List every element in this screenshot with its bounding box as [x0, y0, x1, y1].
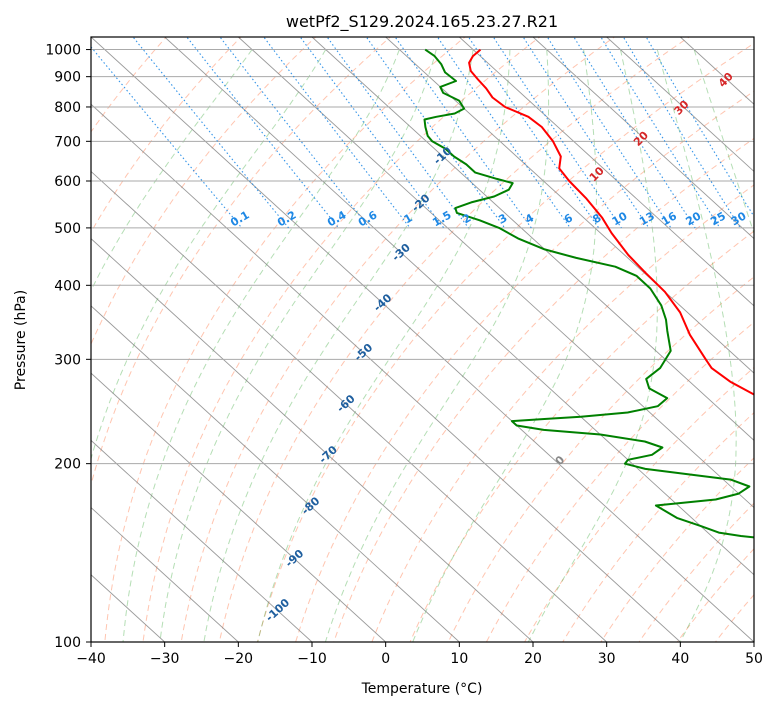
mixing-ratio-line — [326, 37, 469, 229]
mixing-ratio-line — [186, 37, 340, 229]
mixing-ratio-line — [436, 37, 571, 229]
y-tick-label: 600 — [54, 174, 81, 190]
x-axis-title: Temperature (°C) — [361, 681, 483, 697]
mixing-ratio-line — [394, 37, 532, 229]
x-tick-label: −30 — [150, 651, 180, 667]
dewpoint-profile — [423, 48, 754, 539]
y-tick-label: 400 — [54, 278, 81, 294]
moist-adiabat — [324, 49, 550, 642]
mixing-ratio-line — [600, 37, 721, 229]
isotherm — [91, 439, 313, 642]
isotherm — [311, 37, 754, 441]
x-tick-label: 10 — [450, 651, 468, 667]
dry-adiabat — [142, 37, 541, 642]
isotherm — [91, 170, 607, 642]
dry-adiabat — [91, 37, 242, 234]
y-tick-label: 100 — [54, 635, 81, 651]
x-tick-label: −10 — [297, 651, 327, 667]
x-tick-label: −20 — [224, 651, 254, 667]
moist-adiabat — [693, 49, 754, 235]
isotherm — [385, 37, 754, 374]
x-tick-label: 20 — [524, 651, 542, 667]
dry-adiabat — [485, 321, 754, 642]
moist-adiabat — [527, 49, 658, 642]
x-tick-label: 50 — [745, 651, 763, 667]
mixing-ratio-line — [492, 37, 622, 229]
y-tick-label: 500 — [54, 221, 81, 237]
moist-adiabat — [91, 49, 253, 292]
y-tick-label: 800 — [54, 100, 81, 116]
dry-adiabat — [447, 276, 754, 642]
y-tick-label: 900 — [54, 70, 81, 86]
isotherm — [164, 37, 754, 576]
plot-frame — [90, 36, 755, 643]
isotherm — [91, 103, 681, 642]
temperature-profile — [468, 48, 754, 396]
isotherm — [238, 37, 754, 509]
isotherm — [532, 37, 754, 240]
dry-adiabat — [524, 366, 754, 642]
y-tick-label: 200 — [54, 457, 81, 473]
dry-adiabat — [295, 90, 754, 642]
mixing-ratio-line — [573, 37, 696, 229]
moist-adiabat — [412, 49, 597, 642]
chart-title: wetPf2_S129.2024.165.23.27.R21 — [286, 12, 558, 32]
axes: −40 −30 −20 −10 0 10 20 30 40 50 1000 900 800 700 600 5… — [45, 43, 763, 667]
x-tick-label: 0 — [381, 651, 390, 667]
moist-adiabat — [203, 49, 474, 642]
isotherm — [91, 37, 754, 642]
y-tick-label: 700 — [54, 134, 81, 150]
isotherm — [606, 37, 754, 173]
x-tick-label: 30 — [598, 651, 616, 667]
isotherm — [91, 305, 460, 642]
isotherm — [91, 238, 534, 642]
mixing-ratio-line — [546, 37, 672, 229]
mixing-ratio-line — [132, 37, 290, 229]
mixing-ratio-line — [622, 37, 741, 229]
mixing-ratio-line — [365, 37, 506, 229]
mixing-ratio-line — [522, 37, 650, 229]
mixing-ratio-line — [219, 37, 370, 229]
isotherm — [91, 506, 239, 642]
moist-adiabat — [122, 49, 400, 642]
mixing-ratio-line — [467, 37, 600, 229]
dry-adiabat — [333, 137, 754, 642]
y-tick-label: 1000 — [45, 43, 81, 59]
moist-adiabat — [91, 49, 327, 461]
isotherm — [91, 372, 386, 642]
mixing-ratio-line — [299, 37, 445, 229]
dry-adiabat — [409, 230, 754, 642]
dry-adiabat — [371, 184, 754, 642]
dry-adiabat — [256, 42, 754, 642]
moist-adiabat — [656, 49, 737, 642]
background-lines — [91, 37, 754, 642]
y-tick-label: 300 — [54, 352, 81, 368]
x-tick-label: −40 — [76, 651, 106, 667]
y-axis-title: Pressure (hPa) — [13, 290, 29, 390]
moist-adiabat — [159, 49, 437, 642]
isotherm — [459, 37, 754, 307]
x-tick-label: 40 — [671, 651, 689, 667]
moist-adiabat — [257, 49, 511, 642]
profiles — [423, 48, 754, 539]
